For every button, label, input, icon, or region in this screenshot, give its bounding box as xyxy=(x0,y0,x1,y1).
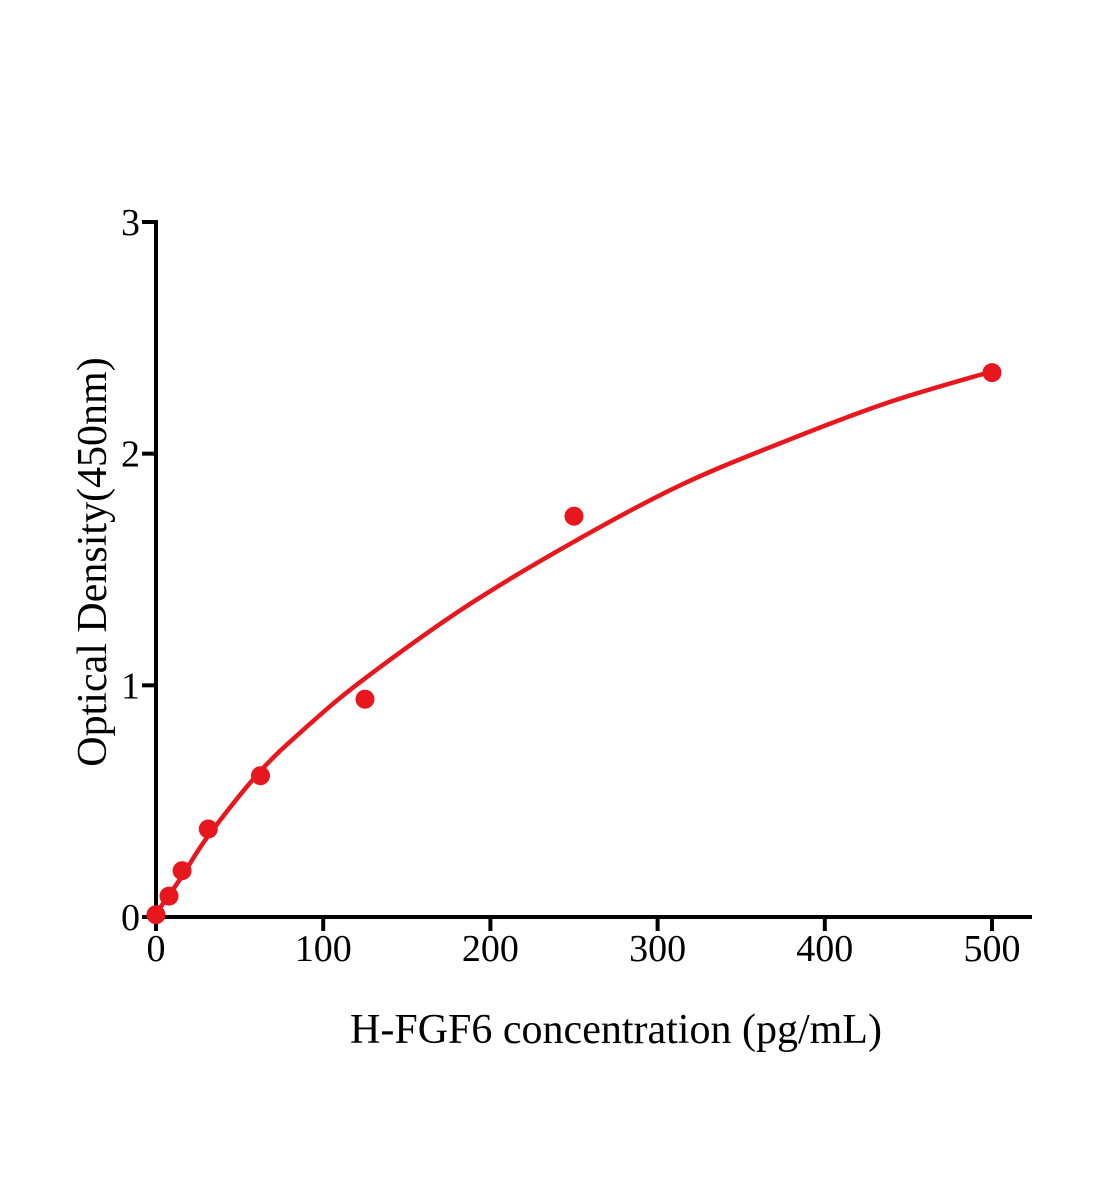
x-axis-tick-label: 400 xyxy=(796,928,853,970)
series-layer xyxy=(146,363,1002,925)
y-axis-tick-label: 0 xyxy=(121,897,140,939)
y-axis-tick-label: 1 xyxy=(121,665,140,707)
fit-curve xyxy=(153,369,995,916)
x-axis-tick-label: 100 xyxy=(295,928,352,970)
data-point xyxy=(198,819,218,839)
x-axis-tick-label: 300 xyxy=(629,928,686,970)
data-point xyxy=(564,506,584,526)
y-axis-tick-label: 2 xyxy=(121,434,140,476)
x-axis-tick-label: 0 xyxy=(147,928,166,970)
x-axis-title: H-FGF6 concentration (pg/mL) xyxy=(350,1007,882,1053)
y-axis-tick-label: 3 xyxy=(121,202,140,244)
x-axis-tick-label: 500 xyxy=(964,928,1021,970)
data-point xyxy=(251,766,270,786)
axes-layer xyxy=(154,220,1032,919)
data-point xyxy=(355,689,375,709)
tick-layer: 0 100 200 300 400 500 0 1 2 3 xyxy=(121,202,1021,970)
y-axis-title: Optical Density(450nm) xyxy=(70,357,116,766)
x-axis-tick-label: 200 xyxy=(462,928,519,970)
